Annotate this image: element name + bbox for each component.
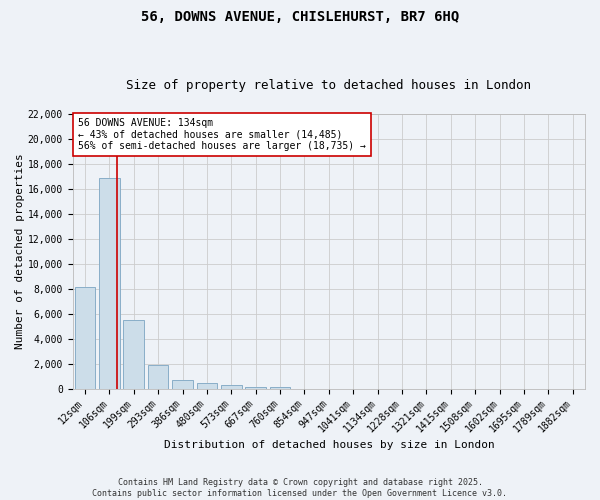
Bar	[270, 387, 290, 388]
X-axis label: Distribution of detached houses by size in London: Distribution of detached houses by size …	[163, 440, 494, 450]
Bar	[172, 380, 193, 388]
Bar	[221, 385, 242, 388]
Bar	[245, 386, 266, 388]
Text: 56 DOWNS AVENUE: 134sqm
← 43% of detached houses are smaller (14,485)
56% of sem: 56 DOWNS AVENUE: 134sqm ← 43% of detache…	[78, 118, 366, 152]
Text: 56, DOWNS AVENUE, CHISLEHURST, BR7 6HQ: 56, DOWNS AVENUE, CHISLEHURST, BR7 6HQ	[141, 10, 459, 24]
Bar	[148, 366, 169, 388]
Bar	[74, 288, 95, 388]
Text: Contains HM Land Registry data © Crown copyright and database right 2025.
Contai: Contains HM Land Registry data © Crown c…	[92, 478, 508, 498]
Bar	[124, 320, 144, 388]
Bar	[99, 178, 120, 388]
Bar	[197, 383, 217, 388]
Title: Size of property relative to detached houses in London: Size of property relative to detached ho…	[127, 79, 532, 92]
Y-axis label: Number of detached properties: Number of detached properties	[15, 154, 25, 349]
